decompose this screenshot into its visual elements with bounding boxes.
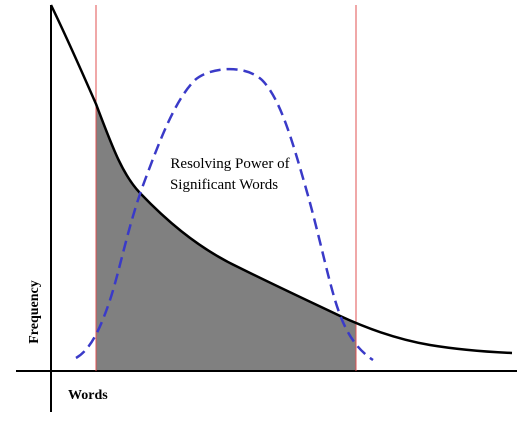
y-axis-label: Frequency [27,280,42,344]
annotation-line-1: Resolving Power of [170,156,289,172]
significant-words-region [96,104,356,371]
resolving-power-curve [75,67,374,362]
frequency-curve [49,4,513,355]
annotation-line-2: Significant Words [170,177,278,193]
x-axis-label: Words [68,388,108,403]
